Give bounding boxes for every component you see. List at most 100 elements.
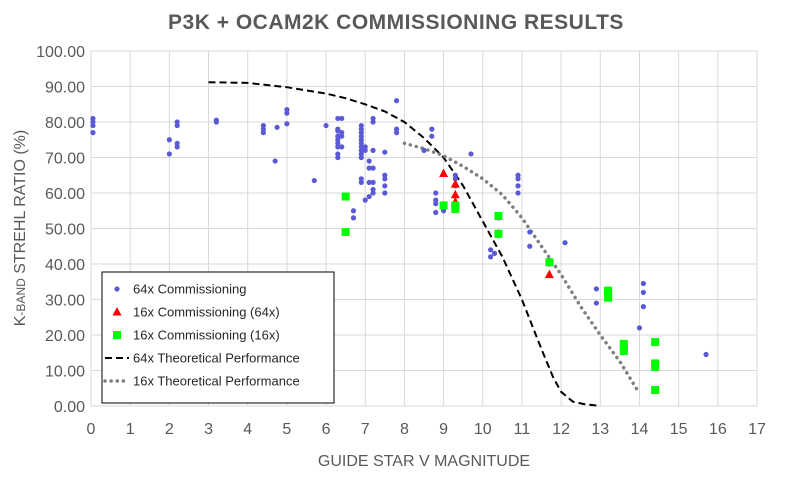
- x-tick-label: 11: [514, 421, 531, 438]
- x-tick-label: 15: [670, 421, 688, 438]
- x-tick-label: 0: [87, 421, 96, 438]
- point-s64c: [450, 189, 460, 199]
- point-s16c: [651, 338, 660, 347]
- point-s16c: [494, 212, 503, 221]
- point-s16c: [651, 359, 660, 368]
- point-s16c: [341, 192, 350, 201]
- point-s64: [339, 130, 345, 136]
- legend-item-s16c: 16x Commissioning (16x): [113, 328, 280, 343]
- point-s16c: [651, 386, 660, 395]
- point-s16c: [439, 201, 448, 210]
- x-tick-label: 12: [552, 421, 570, 438]
- point-s64: [421, 147, 427, 153]
- y-tick-label: 10.00: [45, 364, 85, 381]
- legend-label: 16x Commissioning (16x): [133, 328, 280, 343]
- legend-label: 64x Commissioning: [133, 282, 246, 297]
- point-s64: [323, 122, 329, 129]
- point-s64: [335, 133, 341, 139]
- point-s64: [362, 197, 368, 203]
- point-s64: [468, 151, 474, 157]
- point-s64: [433, 190, 439, 196]
- x-tick-label: 10: [474, 421, 492, 438]
- point-s64: [284, 121, 290, 127]
- legend-label: 64x Theoretical Performance: [133, 351, 300, 366]
- point-s64: [640, 304, 646, 310]
- point-s64: [335, 115, 341, 122]
- x-tick-label: 4: [243, 421, 252, 438]
- point-s64: [488, 254, 494, 260]
- point-s64: [429, 133, 435, 139]
- point-s64: [515, 183, 521, 189]
- point-s64: [433, 209, 439, 216]
- point-s64: [166, 137, 172, 143]
- point-s64: [452, 172, 458, 178]
- point-s64: [339, 115, 345, 122]
- point-s64: [358, 122, 364, 129]
- theoretical-curves: [208, 81, 642, 407]
- point-s64: [358, 176, 364, 182]
- point-s64: [90, 130, 96, 136]
- point-s16c: [604, 286, 613, 295]
- legend-label: 16x Theoretical Performance: [133, 374, 300, 389]
- point-s64: [370, 179, 376, 185]
- chart-title: P3K + OCAM2K COMMISSIONING RESULTS: [168, 11, 624, 34]
- y-tick-label: 60.00: [45, 186, 85, 203]
- point-s64: [593, 286, 599, 292]
- point-s64: [382, 172, 388, 178]
- x-tick-label: 14: [631, 421, 649, 438]
- point-s64: [562, 240, 568, 246]
- point-s64: [366, 158, 372, 164]
- legend-item-t16: 16x Theoretical Performance: [103, 374, 300, 389]
- point-s64: [382, 190, 388, 196]
- x-tick-label: 5: [282, 421, 291, 438]
- x-tick-label: 9: [439, 421, 448, 438]
- point-s64: [640, 280, 646, 287]
- point-s64: [284, 106, 290, 113]
- point-s64: [593, 300, 599, 306]
- point-s64c: [439, 168, 449, 177]
- x-tick-label: 3: [204, 421, 213, 438]
- point-s64: [382, 183, 388, 189]
- y-tick-label: 40.00: [45, 257, 85, 274]
- x-tick-label: 13: [591, 421, 609, 438]
- legend-marker: [113, 331, 121, 339]
- x-tick-label: 16: [709, 421, 727, 438]
- point-s64: [339, 144, 345, 150]
- point-s16c: [341, 228, 350, 237]
- y-tick-label: 50.00: [45, 222, 85, 239]
- plot-border: [90, 50, 758, 407]
- point-s16c: [545, 258, 554, 267]
- y-tick-label: 90.00: [45, 80, 85, 97]
- point-s64: [362, 144, 368, 150]
- y-tick-label: 0.00: [54, 399, 85, 416]
- point-s64: [213, 117, 219, 123]
- point-s16c: [494, 229, 503, 238]
- point-s64: [366, 179, 372, 185]
- y-tick-label: 20.00: [45, 328, 85, 345]
- series-line-t64: [208, 81, 601, 407]
- legend-marker: [114, 286, 120, 292]
- point-s64: [429, 126, 435, 132]
- legend-item-s64c: 16x Commissioning (64x): [112, 305, 280, 320]
- point-s64: [335, 151, 341, 157]
- x-tick-label: 6: [322, 421, 331, 438]
- point-s64: [515, 172, 521, 178]
- legend-marker: [112, 307, 122, 316]
- point-s64: [260, 122, 266, 129]
- point-s64: [370, 165, 376, 171]
- point-s64c: [544, 269, 554, 279]
- y-tick-labels: 0.00 10.00 20.00 30.00 40.00 50.00 60.00 70.00 8…: [36, 44, 85, 416]
- y-tick-label: 80.00: [45, 115, 85, 132]
- point-s64: [274, 124, 280, 130]
- legend: 64x Commissioning 16x Commissioning (64x)…: [101, 271, 335, 404]
- point-s64: [335, 126, 341, 132]
- point-s64: [527, 243, 533, 249]
- point-s64: [393, 126, 400, 132]
- data-points: [90, 98, 709, 395]
- point-s64: [370, 147, 376, 153]
- legend-item-s64: 64x Commissioning: [114, 282, 246, 297]
- point-s64: [433, 197, 439, 203]
- point-s64: [488, 247, 494, 253]
- y-tick-label: 70.00: [45, 151, 85, 168]
